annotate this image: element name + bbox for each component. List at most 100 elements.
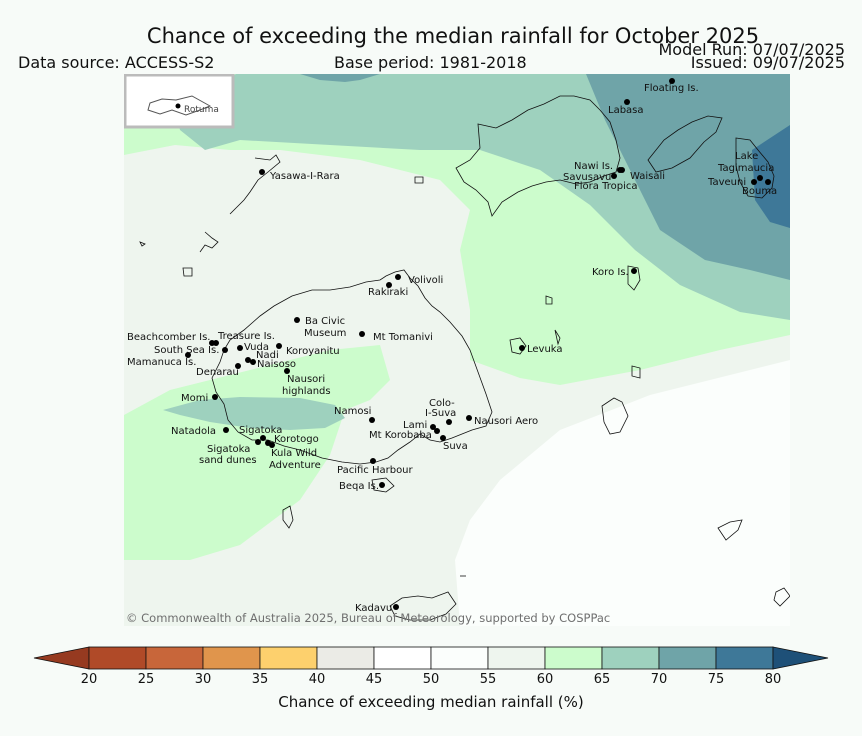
colorbar-tick-label: 20: [80, 672, 98, 687]
marker-rakiraki: [386, 282, 392, 288]
marker-nadi: [245, 357, 251, 363]
zone-65-70: [163, 397, 345, 430]
label-museum: Museum: [304, 328, 346, 339]
colorbar-tick-label: 65: [593, 672, 611, 687]
colorbar-segment: [316, 646, 375, 670]
zone-60-65: [124, 345, 390, 560]
place-markers: [175, 78, 771, 610]
zone-50-55: [455, 360, 790, 626]
marker-rotuma: [175, 103, 181, 109]
marker-yasawa: [259, 169, 265, 175]
label-i-suva: I-Suva: [425, 408, 456, 419]
rotuma-inset: [124, 74, 235, 129]
marker-bouma: [765, 179, 771, 185]
label-natadola: Natadola: [171, 426, 216, 437]
label-mt-tomanivi: Mt Tomanivi: [373, 332, 433, 343]
label-beqa: Beqa Is.: [339, 481, 379, 492]
colorbar: [33, 646, 829, 670]
label-waisali: Waisali: [630, 171, 665, 182]
marker-lami: [430, 424, 436, 430]
marker-suva: [440, 435, 446, 441]
label-mamanuca: Mamanuca Is.: [127, 357, 196, 368]
label-highlands: highlands: [282, 386, 331, 397]
colorbar-tick-label: 45: [365, 672, 383, 687]
marker-volivoli: [395, 274, 401, 280]
marker-namosi: [369, 417, 375, 423]
label-suva: Suva: [443, 441, 468, 452]
zone-75-80: [752, 125, 790, 228]
marker-ba: [294, 317, 300, 323]
issued-date-label: Issued: 09/07/2025: [690, 53, 845, 72]
marker-vuda: [237, 345, 243, 351]
label-volivoli: Volivoli: [408, 275, 443, 286]
label-flora-tropica: Flora Tropica: [574, 181, 637, 192]
label-rakiraki: Rakiraki: [368, 287, 408, 298]
colorbar-tick-label: 70: [650, 672, 668, 687]
marker-naisoso: [250, 359, 256, 365]
colorbar-tick-label: 55: [479, 672, 497, 687]
colorbar-segment: [373, 646, 432, 670]
label-koro-is: Koro Is.: [592, 267, 629, 278]
marker-kadavu: [393, 604, 399, 610]
label-denarau: Denarau: [196, 367, 239, 378]
label-bouma: Bouma: [742, 186, 777, 197]
coastlines: [139, 95, 790, 621]
label-koroyanitu: Koroyanitu: [286, 346, 340, 357]
label-nausori: Nausori: [287, 374, 325, 385]
marker-koroyanitu: [276, 343, 282, 349]
colorbar-over-arrow: [772, 646, 829, 670]
label-yasawa: Yasawa-I-Rara: [269, 171, 340, 182]
marker-koro-is: [631, 268, 637, 274]
label-kula-wild: Kula Wild: [271, 448, 317, 459]
colorbar-tick-label: 30: [194, 672, 212, 687]
colorbar-tick-label: 40: [308, 672, 326, 687]
marker-sigatoka-dunes: [255, 439, 261, 445]
marker-colo-i-suva: [446, 419, 452, 425]
marker-nausori-highlands: [284, 368, 290, 374]
label-treasure: Treasure Is.: [217, 331, 275, 342]
label-naisoso: Naisoso: [257, 359, 296, 370]
label-sigatoka-dunes-1: Sigatoka: [207, 444, 250, 455]
colorbar-tick-label: 25: [137, 672, 155, 687]
label-tagimaucia: Tagimaucia: [717, 163, 774, 174]
label-sigatoka-dunes-2: sand dunes: [199, 455, 257, 466]
colorbar-label: Chance of exceeding median rainfall (%): [278, 693, 584, 711]
marker-beqa: [379, 482, 385, 488]
label-pacific-harbour: Pacific Harbour: [337, 465, 414, 476]
label-beachcomber: Beachcomber Is.: [127, 332, 210, 343]
marker-levuka: [519, 345, 525, 351]
zone-70-75: [300, 74, 380, 82]
label-namosi: Namosi: [334, 406, 371, 417]
colorbar-tick-label: 50: [422, 672, 440, 687]
marker-denarau: [235, 363, 241, 369]
marker-treasure: [213, 340, 219, 346]
colorbar-segment: [259, 646, 318, 670]
rotuma-island: [147, 95, 212, 116]
marker-sigatoka: [260, 435, 266, 441]
colorbar-segment: [202, 646, 261, 670]
colorbar-under-arrow: [33, 646, 90, 670]
colorbar-segment: [88, 646, 147, 670]
marker-nausori-aero: [466, 415, 472, 421]
label-sigatoka: Sigatoka: [239, 425, 282, 436]
marker-labasa: [624, 99, 630, 105]
model-run-label: Model Run: 07/07/2025: [658, 40, 846, 59]
marker-mt-korobaba: [434, 428, 440, 434]
label-kadavu: Kadavu: [355, 603, 392, 614]
label-korotogo: Korotogo: [274, 434, 319, 445]
colorbar-segment: [430, 646, 489, 670]
marker-lake-tagimaucia: [757, 175, 763, 181]
zone-70-75: [586, 74, 790, 280]
data-source-label: Data source: ACCESS-S2: [18, 53, 215, 72]
label-savusavu: Savusavu: [563, 172, 611, 183]
colorbar-segment: [145, 646, 204, 670]
rainfall-map: Rotuma Floating Is. Labasa Nawi Is. Savu…: [124, 74, 790, 626]
marker-taveuni: [751, 179, 757, 185]
marker-mamanuca: [185, 352, 191, 358]
label-vuda: Vuda: [244, 342, 269, 353]
colorbar-segment: [658, 646, 717, 670]
label-taveuni: Taveuni: [707, 177, 746, 188]
colorbar-segment: [601, 646, 660, 670]
marker-waisali: [619, 167, 625, 173]
label-nausori-aero: Nausori Aero: [474, 416, 538, 427]
